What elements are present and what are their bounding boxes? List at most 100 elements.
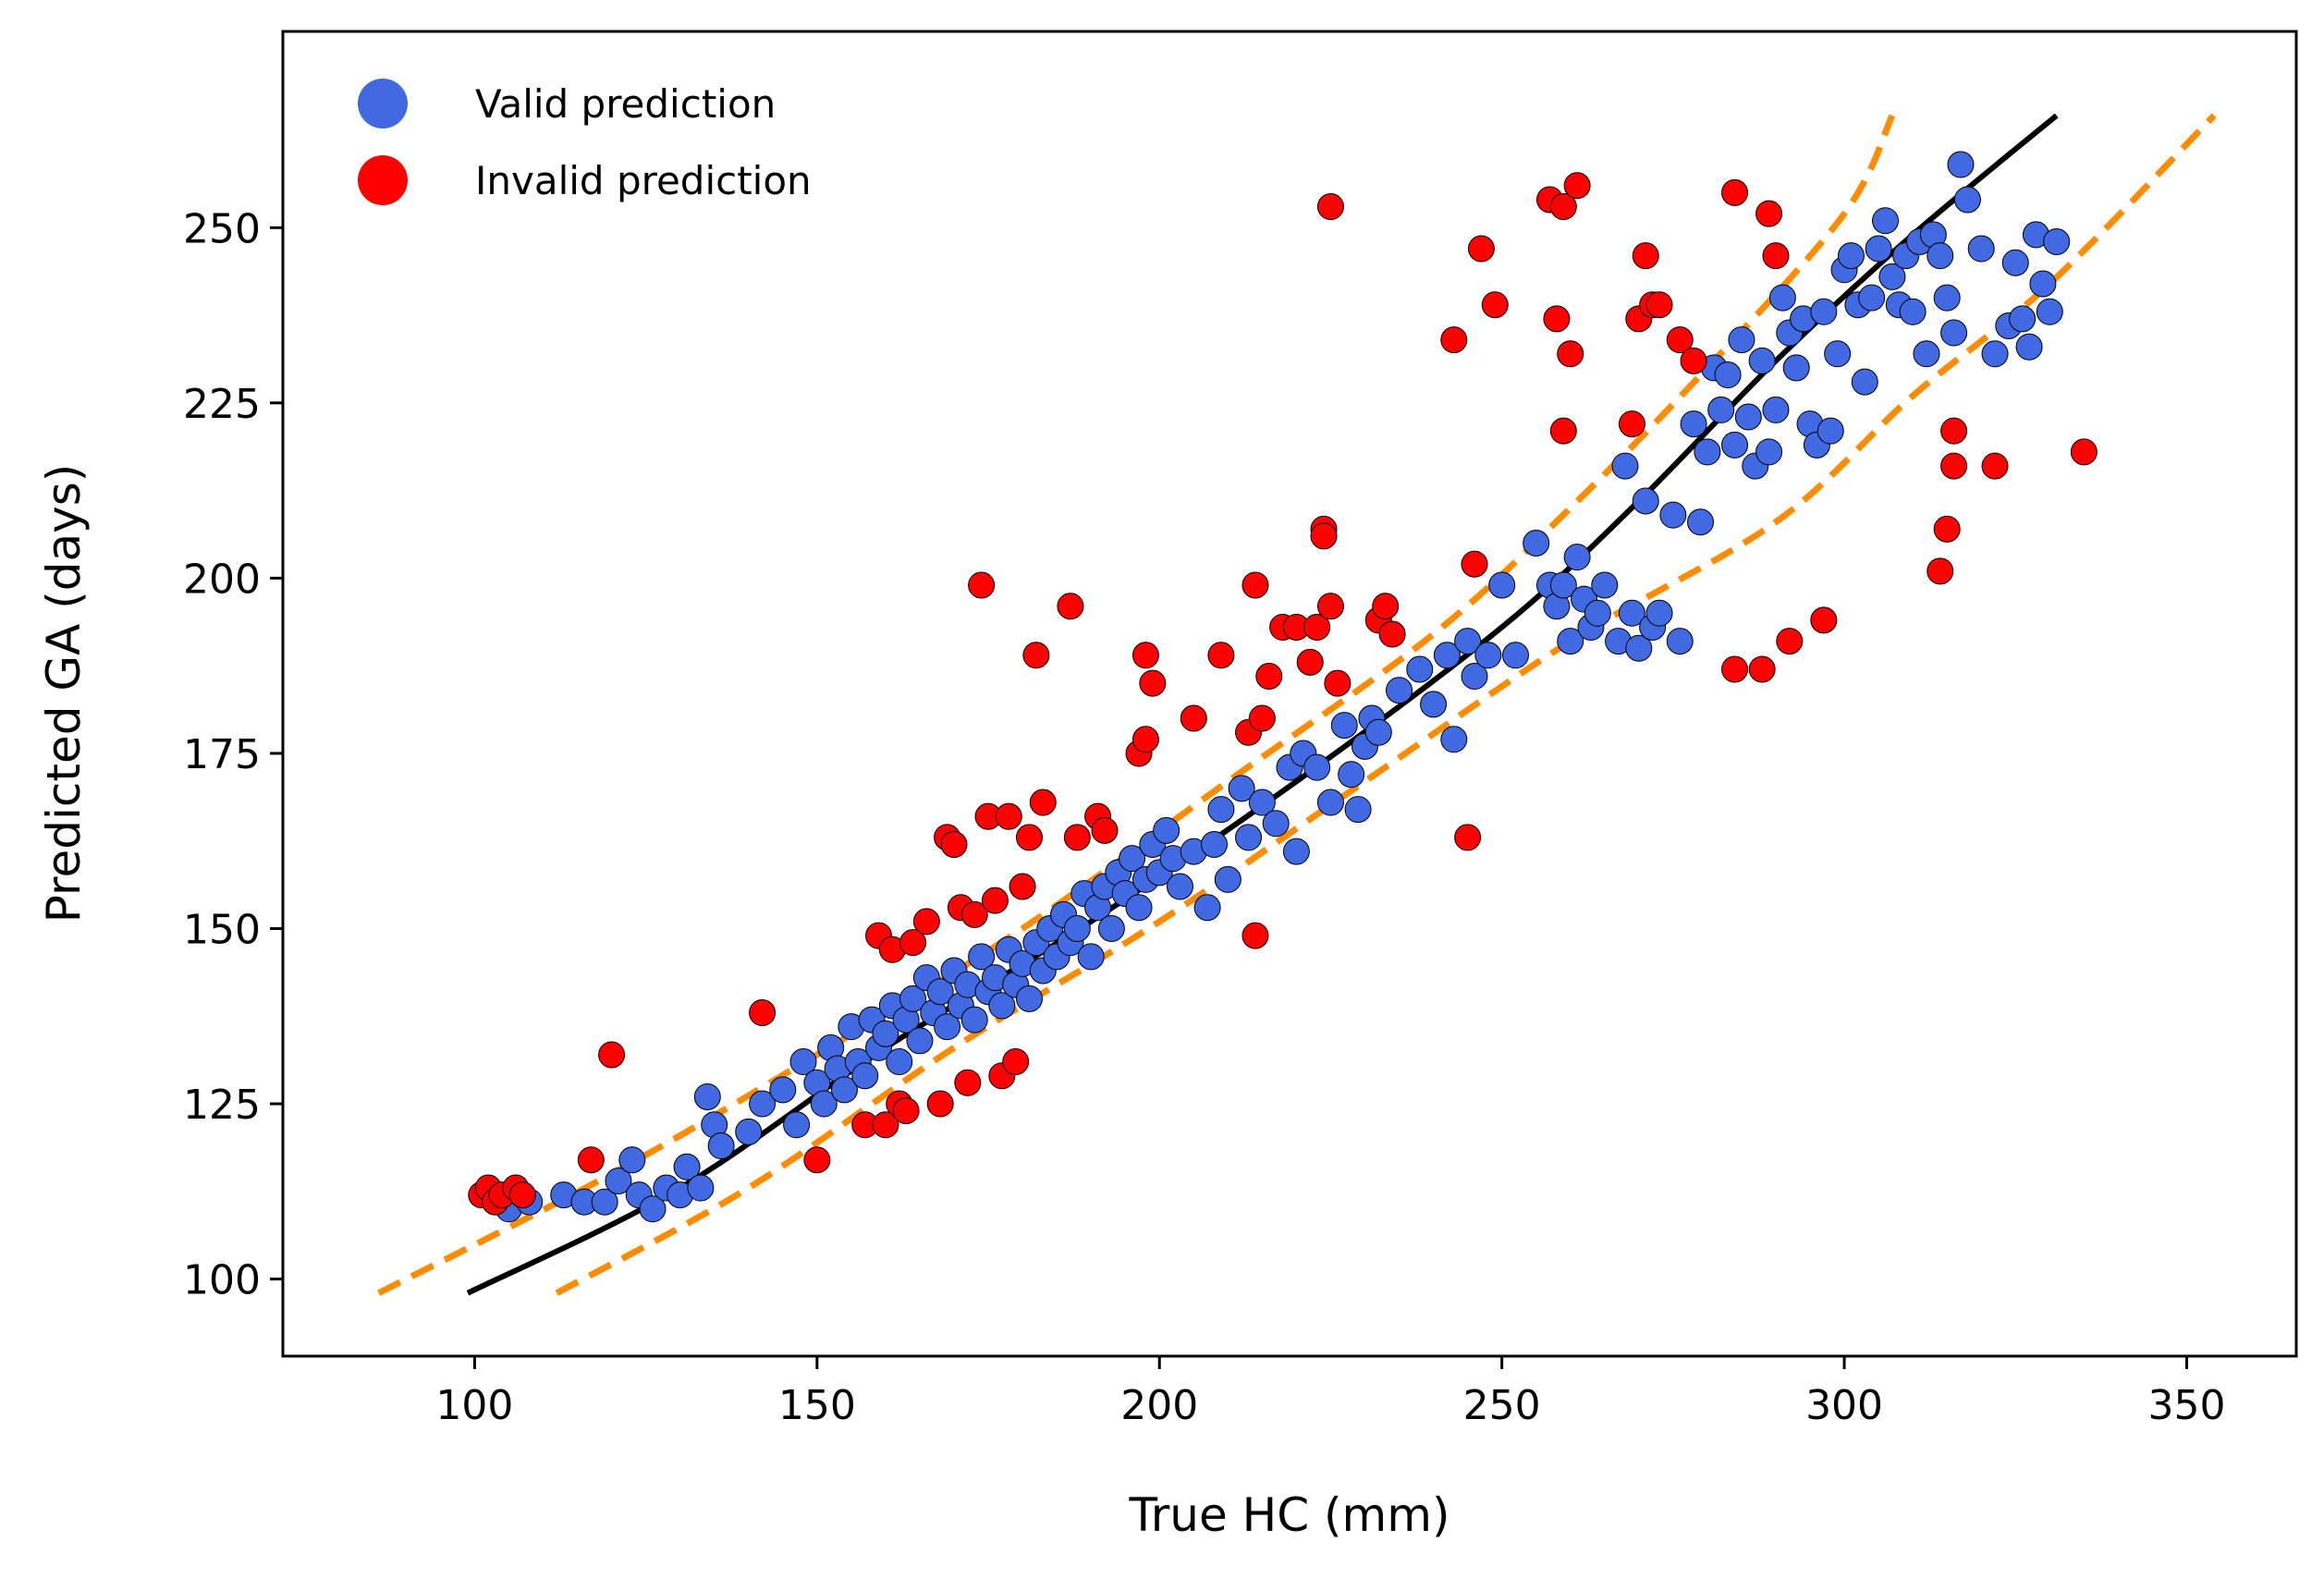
valid-point	[1549, 571, 1577, 599]
valid-point	[1386, 677, 1413, 704]
y-axis-label: Predicted GA (days)	[37, 464, 91, 923]
valid-point	[749, 1090, 777, 1118]
invalid-point	[1557, 340, 1584, 368]
valid-point	[1153, 816, 1180, 844]
valid-point	[2043, 227, 2071, 255]
valid-point	[618, 1146, 646, 1174]
valid-point	[1166, 873, 1193, 900]
series-valid	[495, 151, 2071, 1223]
invalid-point	[577, 1146, 605, 1174]
valid-point	[1707, 396, 1735, 423]
valid-point	[1824, 340, 1852, 368]
valid-point	[851, 1062, 879, 1090]
invalid-point	[1467, 235, 1495, 263]
valid-point	[1303, 753, 1331, 781]
valid-point	[1501, 642, 1529, 669]
invalid-point	[1440, 326, 1468, 354]
y-tick-label: 125	[183, 1082, 261, 1129]
valid-point	[639, 1195, 667, 1223]
invalid-point	[954, 1069, 982, 1096]
valid-point	[1858, 284, 1886, 312]
legend: Valid prediction Invalid prediction	[358, 79, 812, 205]
invalid-point	[1242, 922, 1269, 949]
valid-point	[1940, 319, 1968, 347]
invalid-point	[1755, 200, 1783, 227]
invalid-point	[1310, 522, 1338, 550]
valid-point	[1420, 691, 1448, 718]
x-tick-label: 250	[1463, 1382, 1541, 1429]
valid-point	[1584, 599, 1611, 627]
invalid-point	[1721, 178, 1749, 206]
legend-label-invalid: Invalid prediction	[475, 158, 812, 203]
valid-point	[1913, 340, 1940, 368]
invalid-point	[508, 1181, 536, 1209]
invalid-point	[1748, 655, 1776, 683]
valid-point	[1686, 508, 1714, 536]
series-invalid	[468, 172, 2098, 1216]
valid-point	[1330, 712, 1358, 740]
invalid-point	[1762, 242, 1790, 270]
x-axis-ticks: 100 150 200 250 300 350	[435, 1356, 2225, 1429]
valid-point	[1433, 642, 1461, 669]
invalid-point	[899, 929, 927, 957]
valid-point	[1316, 789, 1344, 816]
invalid-point	[1666, 326, 1694, 354]
invalid-point	[1015, 824, 1043, 851]
x-tick-label: 150	[778, 1382, 856, 1429]
invalid-point	[1618, 410, 1645, 438]
invalid-point	[1776, 628, 1804, 655]
valid-point	[1611, 452, 1639, 480]
invalid-point	[1940, 417, 1968, 445]
valid-point	[1523, 529, 1550, 557]
invalid-point	[1378, 620, 1406, 648]
valid-point	[1338, 761, 1365, 789]
valid-point	[1201, 831, 1229, 859]
valid-point	[687, 1174, 715, 1202]
invalid-point	[912, 908, 940, 936]
invalid-point	[1180, 704, 1207, 732]
invalid-point	[1057, 593, 1084, 620]
invalid-point	[872, 1111, 899, 1139]
valid-point	[926, 978, 954, 1006]
valid-point	[1810, 298, 1838, 325]
invalid-point	[981, 887, 1009, 914]
invalid-point	[1009, 873, 1036, 900]
valid-point	[1248, 789, 1276, 816]
valid-point	[1119, 845, 1146, 873]
valid-point	[1837, 242, 1865, 270]
valid-point	[1193, 894, 1221, 922]
x-tick-label: 350	[2147, 1382, 2225, 1429]
valid-point	[673, 1153, 701, 1180]
legend-marker-invalid	[358, 155, 408, 205]
valid-point	[1851, 368, 1878, 396]
valid-point	[1645, 599, 1673, 627]
invalid-point	[1303, 613, 1331, 641]
valid-point	[1926, 242, 1954, 270]
valid-point	[1878, 263, 1906, 290]
valid-point	[1981, 340, 2009, 368]
valid-point	[1967, 235, 1995, 263]
invalid-point	[1543, 305, 1571, 333]
invalid-point	[1131, 642, 1159, 669]
valid-point	[1618, 599, 1645, 627]
valid-point	[1734, 403, 1762, 431]
bound-curve-2	[555, 113, 2217, 1296]
invalid-point	[1563, 172, 1591, 200]
valid-point	[605, 1167, 632, 1194]
valid-point	[1282, 838, 1310, 865]
valid-point	[1591, 571, 1619, 599]
invalid-point	[1680, 347, 1707, 374]
invalid-point	[1940, 452, 1968, 480]
x-tick-label: 100	[435, 1382, 513, 1429]
valid-point	[1406, 655, 1434, 683]
valid-point	[1214, 865, 1242, 893]
valid-point	[830, 1076, 858, 1104]
valid-point	[1262, 810, 1290, 838]
legend-label-valid: Valid prediction	[475, 81, 776, 127]
y-tick-label: 200	[183, 556, 261, 603]
invalid-point	[1139, 669, 1167, 697]
invalid-point	[1933, 515, 1961, 543]
invalid-point	[749, 998, 777, 1026]
valid-point	[2015, 333, 2043, 361]
